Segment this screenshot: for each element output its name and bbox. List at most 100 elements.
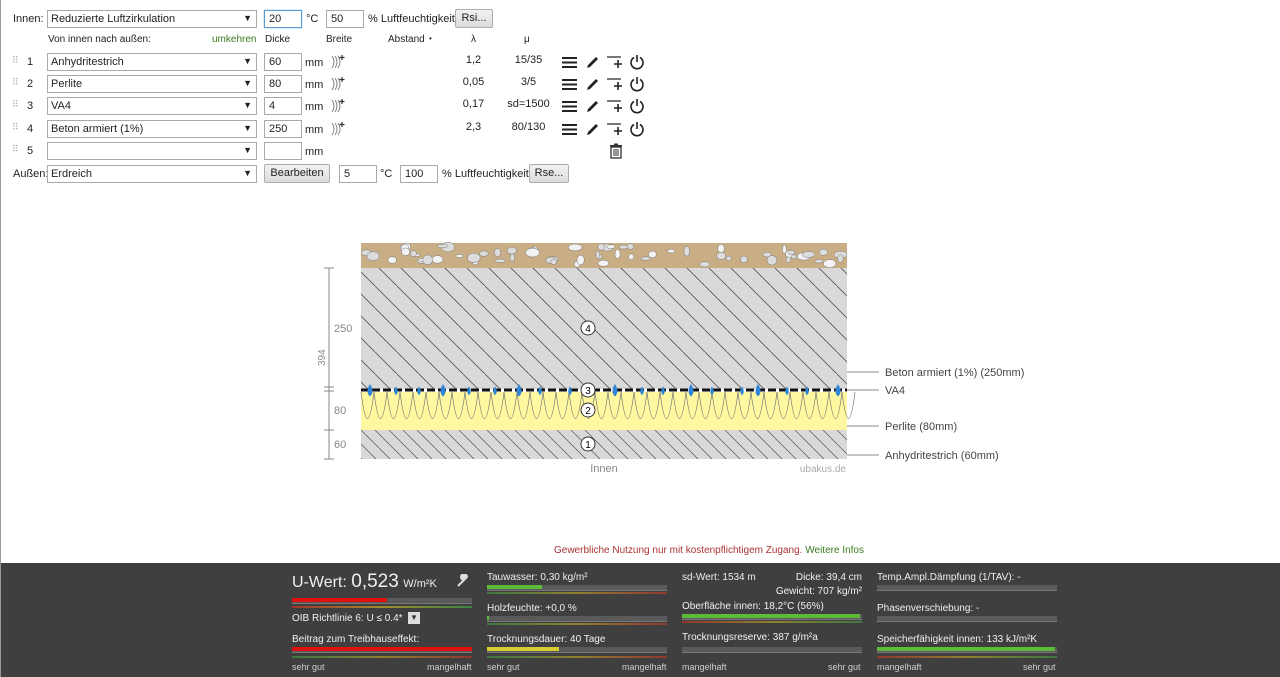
insert-layer-icon[interactable] <box>606 53 624 71</box>
drag-handle-icon[interactable]: ⠿ <box>12 99 19 109</box>
layer-thickness-input[interactable]: 250 <box>264 120 302 138</box>
power-toggle-icon[interactable] <box>628 53 646 71</box>
menu-icon[interactable] <box>560 75 578 93</box>
inside-label: Innen: <box>13 13 44 25</box>
power-toggle-icon[interactable] <box>628 75 646 93</box>
layer-thickness-unit: mm <box>305 79 324 91</box>
circle-4-label: 4 <box>585 324 591 335</box>
rsi-button[interactable]: Rsi... <box>455 9 493 28</box>
water-drop-icon <box>467 386 471 396</box>
add-wood-icon[interactable] <box>329 53 347 71</box>
add-wood-icon[interactable] <box>329 75 347 93</box>
layer-material-select[interactable]: VA4 ▼ <box>47 97 257 115</box>
perlite-loop <box>581 391 596 419</box>
dropdown-arrow-icon: ▼ <box>243 145 252 155</box>
perlite-loop <box>490 391 505 419</box>
layer-1-screed <box>361 430 847 459</box>
stone <box>595 250 601 259</box>
menu-icon[interactable] <box>560 97 578 115</box>
inside-humidity-input[interactable]: 50 <box>326 10 364 28</box>
wood-moisture-bar <box>487 616 667 622</box>
trash-icon[interactable] <box>607 142 625 160</box>
edit-pencil-icon[interactable] <box>583 120 601 138</box>
col-mu: μ <box>524 34 530 45</box>
col-width: Breite <box>326 34 353 45</box>
stone <box>606 244 616 250</box>
stone <box>436 243 448 249</box>
heat-storage-bar-fill <box>877 647 1055 651</box>
heat-storage-scale <box>877 656 1057 658</box>
rse-button[interactable]: Rse... <box>529 164 569 183</box>
insert-layer-icon[interactable] <box>606 75 624 93</box>
layer-material-select[interactable]: Beton armiert (1%) ▼ <box>47 120 257 138</box>
oib-dropdown-icon[interactable]: ▼ <box>408 612 420 624</box>
add-wood-icon[interactable] <box>329 120 347 138</box>
drag-handle-icon[interactable]: ⠿ <box>12 144 19 154</box>
watermark: ubakus.de <box>800 464 847 475</box>
notice-text: Gewerbliche Nutzung nur mit kostenpflich… <box>554 545 803 556</box>
edit-pencil-icon[interactable] <box>583 53 601 71</box>
outside-climate-select[interactable]: Erdreich ▼ <box>47 165 257 183</box>
menu-icon[interactable] <box>560 120 578 138</box>
scale-bad-3: mangelhaft <box>682 662 727 672</box>
perlite-loop <box>529 391 544 419</box>
add-wood-icon[interactable] <box>329 97 347 115</box>
scale-bad-4: mangelhaft <box>877 662 922 672</box>
perlite-loop <box>789 391 804 419</box>
layer-number: 1 <box>27 56 34 68</box>
more-info-link[interactable]: Weitere Infos <box>805 545 864 556</box>
layer-material-select[interactable]: Anhydritestrich ▼ <box>47 53 257 71</box>
outside-humidity-unit: % Luftfeuchtigkeit <box>442 168 529 180</box>
layer-4-concrete <box>361 268 847 389</box>
outside-humidity-input[interactable]: 100 <box>400 165 438 183</box>
drag-handle-icon[interactable]: ⠿ <box>12 122 19 132</box>
condensate-scale <box>487 592 667 594</box>
label-layer-3: VA4 <box>885 385 905 397</box>
layer-thickness-input[interactable] <box>264 142 302 160</box>
wrench-icon[interactable] <box>456 573 470 591</box>
layer-thickness-input[interactable]: 80 <box>264 75 302 93</box>
power-toggle-icon[interactable] <box>628 120 646 138</box>
edit-button[interactable]: Bearbeiten <box>264 164 330 183</box>
insert-layer-icon[interactable] <box>606 120 624 138</box>
stone <box>717 244 725 253</box>
perlite-loop <box>386 391 401 419</box>
drying-time-bar <box>487 647 667 653</box>
menu-icon[interactable] <box>560 53 578 71</box>
insert-layer-icon[interactable] <box>606 97 624 115</box>
inside-climate-select[interactable]: Reduzierte Luftzirkulation ▼ <box>47 10 257 28</box>
edit-pencil-icon[interactable] <box>583 97 601 115</box>
layer-material-value: Beton armiert (1%) <box>51 123 144 135</box>
layer-material-value: Perlite <box>51 78 83 90</box>
drag-handle-icon[interactable]: ⠿ <box>12 55 19 65</box>
drag-handle-icon[interactable]: ⠿ <box>12 77 19 87</box>
stone <box>683 246 690 257</box>
stone <box>494 248 501 257</box>
perlite-loop <box>373 391 388 419</box>
outside-temp-input[interactable]: 5 <box>339 165 377 183</box>
reverse-link[interactable]: umkehren <box>212 34 257 45</box>
stone <box>507 246 517 255</box>
water-drop-icon <box>538 386 542 396</box>
layer-thickness-input[interactable]: 4 <box>264 97 302 115</box>
power-toggle-icon[interactable] <box>628 97 646 115</box>
u-unit: W/m²K <box>403 578 437 590</box>
inside-humidity-unit: % Luftfeuchtigkeit <box>368 13 455 25</box>
perlite-loop <box>542 391 557 419</box>
perlite-loop <box>360 391 375 419</box>
stone <box>787 249 795 256</box>
inside-temp-input[interactable]: 20 <box>264 10 302 28</box>
perlite-loop <box>737 391 752 419</box>
perlite-loop <box>464 391 479 419</box>
stone <box>550 258 557 265</box>
layer-material-select[interactable]: Perlite ▼ <box>47 75 257 93</box>
layer-thickness-input[interactable]: 60 <box>264 53 302 71</box>
thickness-text: Dicke: 39,4 cm <box>795 572 862 583</box>
u-scale-gradient <box>292 606 472 608</box>
layer-material-select[interactable]: ▼ <box>47 142 257 160</box>
edit-pencil-icon[interactable] <box>583 75 601 93</box>
water-drop-icon <box>785 386 789 396</box>
surface-temp-text: Oberfläche innen: 18,2°C (56%) <box>682 601 824 612</box>
water-drop-icon <box>612 384 618 397</box>
col-spacing-sort-icon[interactable]: • <box>429 34 432 43</box>
